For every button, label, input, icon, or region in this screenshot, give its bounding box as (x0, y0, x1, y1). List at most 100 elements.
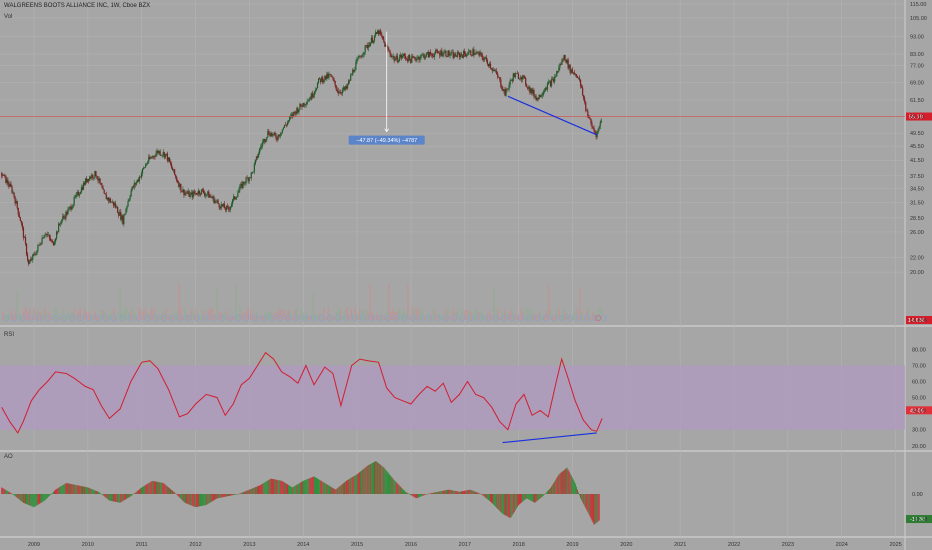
ao-bar (495, 494, 497, 507)
event-marker (492, 315, 499, 321)
ao-bar (463, 490, 465, 494)
volume-bar (230, 316, 233, 320)
volume-bar (205, 315, 207, 320)
ao-bar (590, 494, 592, 519)
volume-bar (46, 312, 48, 320)
candle-body (566, 59, 568, 63)
volume-bar (552, 316, 554, 320)
ao-bar (147, 483, 149, 494)
ao-bar (556, 477, 558, 494)
ao-bar (496, 494, 498, 508)
candle-body (18, 214, 20, 218)
candle-body (44, 234, 46, 236)
ao-bar (333, 488, 335, 494)
ao-bar (62, 485, 64, 494)
ao-bar (172, 490, 174, 494)
ao-bar (395, 482, 397, 494)
volume-bar (323, 308, 325, 320)
ao-bar (551, 486, 553, 494)
ao-bar (144, 485, 146, 494)
candle-body (147, 162, 149, 164)
event-marker (376, 315, 383, 321)
candle-body (369, 42, 371, 47)
time-tick-label: 2012 (189, 542, 201, 548)
ao-bar (102, 494, 104, 496)
ao-bar (268, 479, 270, 494)
ao-bar (56, 488, 58, 494)
volume-bar (233, 316, 235, 320)
price-trendline (507, 95, 597, 136)
candle-body (142, 167, 145, 169)
ao-bar (103, 494, 105, 497)
candle-body (313, 91, 316, 96)
candle-body (574, 74, 576, 75)
event-marker (467, 315, 474, 321)
candle-body (469, 50, 471, 52)
event-marker (69, 315, 76, 321)
candle-body (550, 79, 553, 87)
volume-bar (62, 309, 65, 320)
candle-body (72, 204, 74, 208)
ao-bar (283, 482, 285, 494)
volume-bar (541, 316, 543, 320)
candle-body (93, 177, 95, 179)
candle-body (61, 219, 63, 224)
ao-bar (323, 482, 325, 494)
candle-body (171, 167, 174, 171)
candle-body (224, 208, 226, 211)
ao-bar (14, 494, 16, 497)
ao-bar (567, 469, 569, 494)
ao-bar (23, 494, 25, 504)
candle-body (440, 50, 442, 56)
candle-body (504, 89, 506, 96)
volume-bar (159, 314, 161, 320)
ao-bar (482, 494, 484, 496)
ao-bar (416, 494, 418, 499)
ao-bar (557, 476, 559, 494)
candle-body (105, 194, 107, 200)
ao-bar (260, 484, 262, 494)
ao-bar (377, 462, 379, 494)
ao-bar (445, 490, 447, 494)
ao-bar (592, 494, 594, 523)
candle-body (78, 194, 80, 196)
last-price-badge (906, 112, 932, 121)
candle-body (452, 51, 454, 59)
event-marker (36, 315, 43, 321)
ao-bar (293, 486, 295, 494)
ao-bar (498, 494, 500, 510)
ao-bar (205, 494, 207, 506)
candle-body (353, 70, 355, 72)
ao-bar (44, 494, 46, 501)
candle-body (286, 122, 289, 126)
volume-bar (35, 310, 37, 320)
ao-bar (269, 479, 271, 494)
volume-bar (352, 314, 354, 320)
volume-bar (293, 309, 296, 320)
ao-bar (8, 491, 10, 494)
volume-bar (201, 309, 203, 320)
candle-body (297, 108, 299, 113)
candle-body (472, 49, 474, 56)
candle-body (104, 193, 106, 195)
ao-bar (213, 494, 215, 501)
candle-body (199, 193, 202, 195)
candle-body (94, 171, 96, 178)
candle-body (55, 231, 58, 239)
candle-body (269, 134, 271, 137)
candle-body (240, 183, 242, 186)
last-price-value: 55.19 (909, 115, 923, 121)
candle-body (439, 52, 441, 56)
candle-body (121, 215, 123, 220)
volume-bar (50, 314, 52, 320)
ao-bar (575, 486, 577, 494)
ao-bar (106, 494, 108, 499)
candle-body (373, 35, 376, 41)
ao-bar (324, 483, 326, 494)
ao-bar (465, 490, 467, 494)
candle-body (228, 209, 231, 210)
price-tick-label: 14.636 (910, 318, 927, 324)
ao-bar (400, 487, 402, 494)
ao-bar (235, 494, 237, 495)
